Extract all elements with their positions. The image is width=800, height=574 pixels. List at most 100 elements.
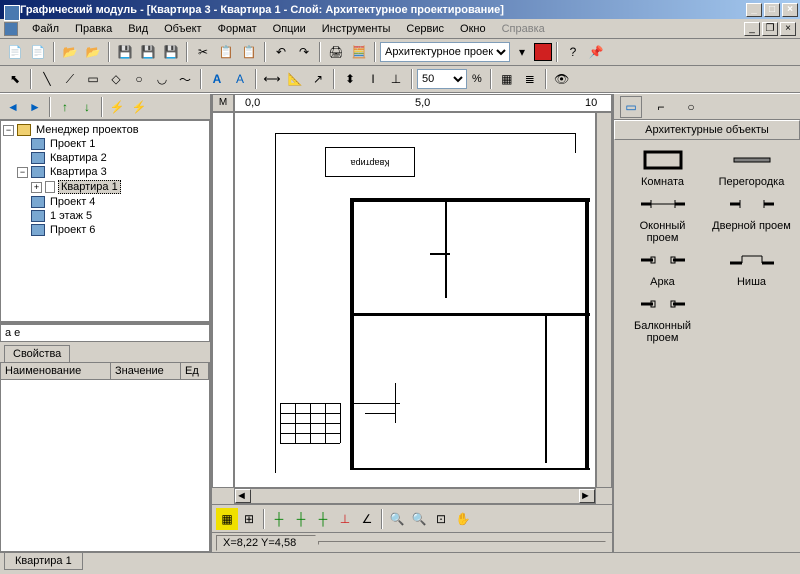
text-alt-icon[interactable]: A	[229, 68, 251, 90]
section-icon[interactable]: ⊥	[385, 68, 407, 90]
menu-service[interactable]: Сервис	[398, 21, 452, 37]
copy-icon[interactable]: 📋	[215, 41, 237, 63]
ellipse-icon[interactable]: ○	[128, 68, 150, 90]
open-icon[interactable]: 📂	[59, 41, 81, 63]
ortho-icon[interactable]: ⊥	[334, 508, 356, 530]
tree-node-selected[interactable]: +Квартира 1	[3, 179, 207, 195]
menu-file[interactable]: Файл	[24, 21, 67, 37]
grid-icon[interactable]: ▦	[216, 508, 238, 530]
mark-icon[interactable]: I	[362, 68, 384, 90]
menu-edit[interactable]: Правка	[67, 21, 120, 37]
expander-icon[interactable]: +	[31, 182, 42, 193]
tree-node[interactable]: Проект 6	[3, 223, 207, 237]
palette-door[interactable]: Дверной проем	[712, 192, 792, 244]
curve-icon[interactable]: 〜	[174, 68, 196, 90]
leader-icon[interactable]: ↗	[307, 68, 329, 90]
layer-settings-icon[interactable]: ▾	[511, 41, 533, 63]
mdi-minimize-button[interactable]: _	[744, 22, 760, 36]
palette-niche[interactable]: Ниша	[712, 248, 792, 288]
scroll-left-icon[interactable]: ◄	[235, 489, 251, 503]
menu-tools[interactable]: Инструменты	[314, 21, 399, 37]
menu-view[interactable]: Вид	[120, 21, 156, 37]
visual-icon[interactable]: 👁	[551, 68, 573, 90]
new-project-icon[interactable]: 📄	[27, 41, 49, 63]
maximize-button[interactable]: □	[764, 3, 780, 17]
paste-icon[interactable]: 📋	[238, 41, 260, 63]
rect-rot-icon[interactable]: ◇	[105, 68, 127, 90]
rect-tool-icon[interactable]: ▭	[620, 96, 642, 118]
close-button[interactable]: ×	[782, 3, 798, 17]
pointer-icon[interactable]: ⬉	[4, 68, 26, 90]
zoom-fit-icon[interactable]: ⊡	[430, 508, 452, 530]
arrow-up-icon[interactable]: ↑	[54, 96, 76, 118]
props-body[interactable]	[0, 380, 210, 552]
help-icon[interactable]: ?	[562, 41, 584, 63]
snap-v-icon[interactable]: ┼	[290, 508, 312, 530]
pan-icon[interactable]: ✋	[452, 508, 474, 530]
new-file-icon[interactable]: 📄	[4, 41, 26, 63]
snap-node-icon[interactable]: ┼	[312, 508, 334, 530]
scrollbar-horizontal[interactable]: ◄ ►	[234, 488, 596, 504]
menu-object[interactable]: Объект	[156, 21, 209, 37]
tree-node[interactable]: Проект 1	[3, 137, 207, 151]
cut-icon[interactable]: ✂	[192, 41, 214, 63]
scroll-right-icon[interactable]: ►	[579, 489, 595, 503]
save-as-icon[interactable]: 💾	[160, 41, 182, 63]
zoom-in-icon[interactable]: 🔍	[386, 508, 408, 530]
palette-room[interactable]: Комната	[623, 148, 703, 188]
menu-window[interactable]: Окно	[452, 21, 494, 37]
tree-node[interactable]: −Квартира 3	[3, 165, 207, 179]
undo-icon[interactable]: ↶	[270, 41, 292, 63]
save-all-icon[interactable]: 💾	[137, 41, 159, 63]
palette-balcony[interactable]: Балконный проем	[623, 292, 703, 344]
drawing-canvas[interactable]: Квартира	[234, 112, 596, 488]
level-icon[interactable]: ⬍	[339, 68, 361, 90]
palette-partition[interactable]: Перегородка	[712, 148, 792, 188]
layer-combo[interactable]: Архитектурное проект	[380, 42, 510, 62]
nav-fwd-icon[interactable]: ►	[24, 96, 46, 118]
snap-h-icon[interactable]: ┼	[268, 508, 290, 530]
line-icon[interactable]: ╲	[36, 68, 58, 90]
redo-icon[interactable]: ↷	[293, 41, 315, 63]
wall-tool-icon[interactable]: ⌐	[650, 96, 672, 118]
tree-root[interactable]: − Менеджер проектов	[3, 123, 207, 137]
arc-icon[interactable]: ◡	[151, 68, 173, 90]
palette-arch[interactable]: Арка	[623, 248, 703, 288]
palette-window[interactable]: Оконный проем	[623, 192, 703, 244]
circle-tool-icon[interactable]: ○	[680, 96, 702, 118]
project-tree[interactable]: − Менеджер проектов Проект 1 Квартира 2 …	[0, 120, 210, 322]
tree-node[interactable]: 1 этаж 5	[3, 209, 207, 223]
refresh-icon[interactable]: ⚡	[106, 96, 128, 118]
grid2-icon[interactable]: ⊞	[238, 508, 260, 530]
tree-node[interactable]: Квартира 2	[3, 151, 207, 165]
print-icon[interactable]: 🖨	[325, 41, 347, 63]
arrow-down-icon[interactable]: ↓	[76, 96, 98, 118]
text-icon[interactable]: A	[206, 68, 228, 90]
angle-icon[interactable]: ∠	[356, 508, 378, 530]
mdi-restore-button[interactable]: ❐	[762, 22, 778, 36]
nav-back-icon[interactable]: ◄	[2, 96, 24, 118]
calc-icon[interactable]: 🧮	[348, 41, 370, 63]
zoom-out-icon[interactable]: 🔍	[408, 508, 430, 530]
tree-node[interactable]: Проект 4	[3, 195, 207, 209]
pin-icon[interactable]: 📌	[585, 41, 607, 63]
minimize-button[interactable]: _	[746, 3, 762, 17]
layer-color-swatch[interactable]	[534, 43, 552, 61]
expander-icon[interactable]: −	[17, 167, 28, 178]
save-icon[interactable]: 💾	[114, 41, 136, 63]
dimension-icon[interactable]: ⟷	[261, 68, 283, 90]
menu-options[interactable]: Опции	[265, 21, 314, 37]
mdi-close-button[interactable]: ×	[780, 22, 796, 36]
props-tab[interactable]: Свойства	[4, 345, 70, 362]
polyline-icon[interactable]: ⟋	[59, 68, 81, 90]
menu-help[interactable]: Справка	[494, 21, 553, 37]
open-project-icon[interactable]: 📂	[82, 41, 104, 63]
scrollbar-vertical[interactable]	[596, 112, 612, 488]
doc-tab[interactable]: Квартира 1	[4, 553, 83, 570]
menu-format[interactable]: Формат	[210, 21, 265, 37]
expander-icon[interactable]: −	[3, 125, 14, 136]
rect-icon[interactable]: ▭	[82, 68, 104, 90]
measure-icon[interactable]: 📐	[284, 68, 306, 90]
flash-icon[interactable]: ⚡	[128, 96, 150, 118]
hatch-icon[interactable]: ▦	[496, 68, 518, 90]
